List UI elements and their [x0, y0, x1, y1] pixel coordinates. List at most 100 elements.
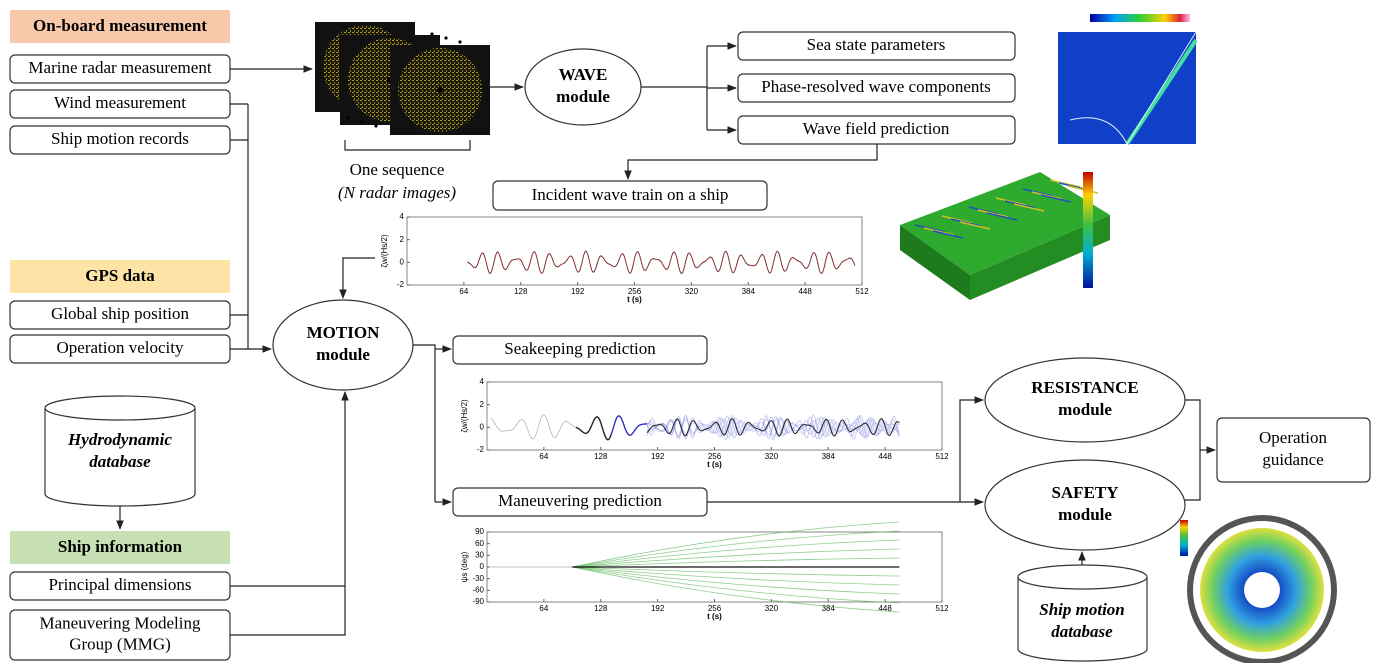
y-tick-label: 2 — [400, 235, 405, 244]
x-tick-label: 512 — [855, 287, 869, 296]
dot — [360, 120, 363, 123]
label: module — [556, 87, 610, 106]
x-tick-label: 64 — [539, 604, 548, 613]
label: Wave field prediction — [803, 119, 950, 138]
label: Sea state parameters — [807, 35, 946, 54]
y-tick-label: 0 — [480, 422, 485, 431]
dot — [444, 36, 447, 39]
connector — [1185, 400, 1200, 500]
y-tick-label: 4 — [400, 212, 405, 221]
label: module — [316, 345, 370, 364]
arrow — [628, 144, 877, 179]
arrow — [343, 258, 375, 298]
label: module — [1058, 505, 1112, 524]
y-axis-label: ψs (deg) — [460, 551, 469, 582]
x-tick-label: 192 — [651, 604, 665, 613]
waveform — [572, 549, 899, 567]
label: Marine radar measurement — [28, 58, 211, 77]
radar-center — [437, 87, 443, 93]
label: Hydrodynamic — [67, 430, 172, 449]
section-title: On-board measurement — [33, 16, 207, 35]
connector — [413, 345, 435, 502]
y-axis-label: ζw/(Hs/2) — [460, 399, 469, 433]
label: module — [1058, 400, 1112, 419]
x-tick-label: 192 — [651, 452, 665, 461]
y-tick-label: 4 — [480, 377, 485, 386]
label: SAFETY — [1051, 483, 1118, 502]
x-tick-label: 128 — [594, 604, 608, 613]
x-tick-label: 384 — [822, 452, 836, 461]
label: Wind measurement — [54, 93, 186, 112]
dot — [458, 40, 461, 43]
label: Operation — [1259, 428, 1327, 447]
x-axis-label: t (s) — [627, 295, 642, 304]
label: Ship motion records — [51, 129, 189, 148]
dot — [346, 116, 349, 119]
database-top — [45, 396, 195, 420]
y-tick-label: -2 — [477, 445, 485, 454]
plot-frame — [407, 217, 862, 285]
x-axis-label: t (s) — [707, 460, 722, 469]
label: Global ship position — [51, 304, 189, 323]
x-tick-label: 64 — [539, 452, 548, 461]
x-tick-label: 384 — [822, 604, 836, 613]
waveform — [572, 567, 899, 585]
x-tick-label: 320 — [685, 287, 699, 296]
label: Ship motion — [1039, 600, 1125, 619]
label: Incident wave train on a ship — [532, 185, 729, 204]
database-top — [1018, 565, 1147, 589]
label: WAVE — [559, 65, 608, 84]
waveform — [491, 415, 576, 439]
section-title: GPS data — [85, 266, 155, 285]
dot — [374, 124, 377, 127]
polar-hole — [1244, 572, 1280, 608]
spectrum-map — [1058, 32, 1196, 144]
plot-frame — [487, 382, 942, 450]
dot — [430, 32, 433, 35]
colorbar — [1083, 172, 1093, 288]
y-tick-label: 0 — [480, 562, 485, 571]
label: Maneuvering prediction — [498, 491, 662, 510]
waveform — [572, 567, 899, 612]
x-tick-label: 64 — [459, 287, 468, 296]
connector — [345, 140, 470, 150]
y-tick-label: 60 — [475, 539, 484, 548]
label: Principal dimensions — [48, 575, 191, 594]
x-tick-label: 128 — [514, 287, 528, 296]
x-tick-label: 320 — [765, 604, 779, 613]
label: MOTION — [307, 323, 380, 342]
waveform — [611, 416, 647, 435]
y-axis-label: ζw/(Hs/2) — [380, 234, 389, 268]
waveform — [572, 522, 899, 567]
section-title: Ship information — [58, 537, 183, 556]
y-tick-label: 30 — [475, 550, 484, 559]
x-tick-label: 128 — [594, 452, 608, 461]
arrow — [230, 392, 345, 635]
label: Maneuvering Modeling — [40, 613, 201, 632]
label: database — [1051, 622, 1113, 641]
label: RESISTANCE — [1031, 378, 1138, 397]
x-tick-label: 448 — [798, 287, 812, 296]
label: Phase-resolved wave components — [761, 77, 990, 96]
y-tick-label: 2 — [480, 400, 485, 409]
y-tick-label: -2 — [397, 280, 405, 289]
arrow — [960, 400, 983, 502]
label: One sequence — [350, 160, 445, 179]
waveform — [576, 417, 612, 440]
x-axis-label: t (s) — [707, 612, 722, 621]
label: Group (MMG) — [69, 634, 171, 653]
x-tick-label: 512 — [935, 452, 949, 461]
x-tick-label: 448 — [878, 452, 892, 461]
label: database — [89, 452, 151, 471]
x-tick-label: 384 — [742, 287, 756, 296]
y-tick-label: 90 — [475, 527, 484, 536]
label: Operation velocity — [57, 338, 184, 357]
x-tick-label: 192 — [571, 287, 585, 296]
y-tick-label: -90 — [472, 597, 484, 606]
y-tick-label: -30 — [472, 574, 484, 583]
label: guidance — [1262, 450, 1323, 469]
waveform — [467, 251, 855, 273]
